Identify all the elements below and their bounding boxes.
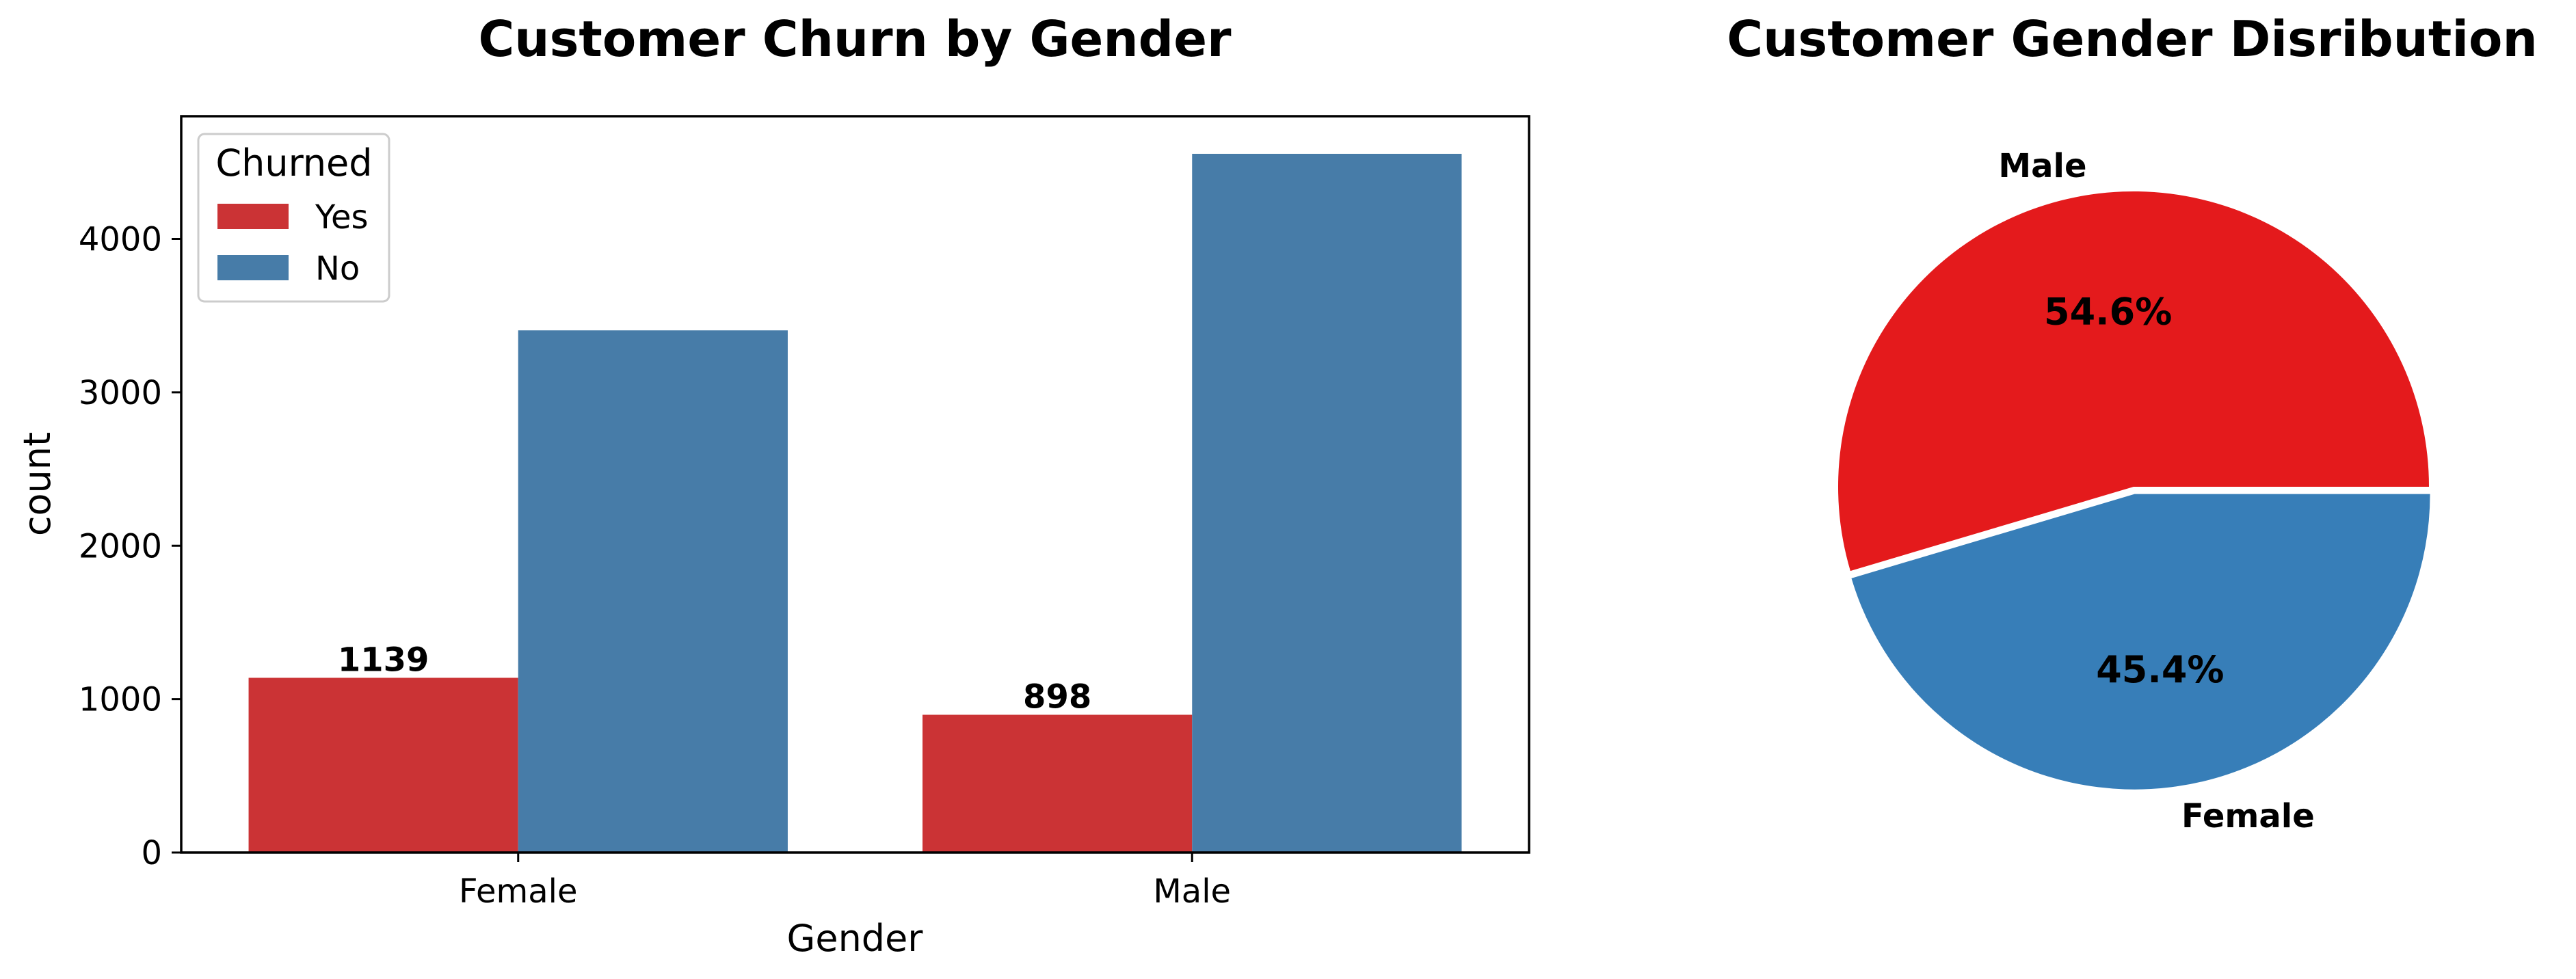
legend: Churned Yes No bbox=[197, 133, 390, 303]
bar-data-labels: 1139 898 bbox=[338, 641, 1091, 716]
y-axis-label: count bbox=[16, 432, 59, 536]
legend-swatch-yes bbox=[217, 204, 289, 229]
legend-label-yes: Yes bbox=[315, 198, 368, 237]
pie-percent-male: 54.6% bbox=[2044, 291, 2172, 334]
pie-slices bbox=[1838, 191, 2430, 790]
legend-title: Churned bbox=[215, 142, 372, 185]
bar-female-yes bbox=[248, 678, 518, 853]
bar-data-label-female-yes: 1139 bbox=[338, 641, 429, 679]
bar-series-group bbox=[248, 153, 1462, 853]
y-tick-label-3000: 3000 bbox=[79, 374, 162, 412]
pie-label-male: Male bbox=[1998, 147, 2086, 185]
pie-labels: Male 54.6% Female 45.4% bbox=[1998, 147, 2314, 835]
x-axis: Female Male bbox=[459, 853, 1231, 911]
bar-chart-title: Customer Churn by Gender bbox=[478, 10, 1232, 68]
x-axis-label: Gender bbox=[787, 917, 924, 960]
y-tick-label-1000: 1000 bbox=[79, 681, 162, 719]
pie-chart-title: Customer Gender Disribution bbox=[1727, 10, 2538, 68]
y-tick-label-4000: 4000 bbox=[79, 221, 162, 259]
y-tick-label-0: 0 bbox=[141, 834, 162, 872]
y-axis: 0 1000 2000 3000 4000 bbox=[79, 221, 181, 872]
pie-label-female: Female bbox=[2181, 797, 2315, 835]
y-tick-label-2000: 2000 bbox=[79, 527, 162, 565]
bar-female-no bbox=[518, 330, 788, 853]
legend-swatch-no bbox=[217, 255, 289, 280]
pie-slice-male bbox=[1838, 191, 2429, 572]
pie-chart: Customer Gender Disribution Male 54.6% Fem… bbox=[1727, 10, 2538, 835]
bar-data-label-male-yes: 898 bbox=[1023, 678, 1091, 716]
bar-chart: Customer Churn by Gender 0 1000 2000 3000 40… bbox=[16, 10, 1530, 960]
x-tick-label-female: Female bbox=[459, 872, 578, 911]
bar-male-no bbox=[1192, 153, 1462, 853]
bar-male-yes bbox=[922, 714, 1193, 853]
x-tick-label-male: Male bbox=[1153, 872, 1231, 911]
pie-percent-female: 45.4% bbox=[2096, 648, 2224, 691]
legend-label-no: No bbox=[315, 250, 360, 288]
pie-slice-female bbox=[1851, 494, 2430, 790]
plot-frame bbox=[180, 115, 1530, 854]
